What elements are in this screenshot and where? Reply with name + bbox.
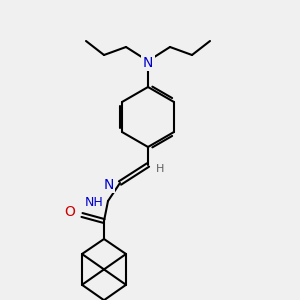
Text: N: N: [103, 178, 114, 192]
Text: N: N: [143, 56, 153, 70]
Text: NH: NH: [85, 196, 104, 209]
Text: O: O: [64, 205, 75, 219]
Text: H: H: [156, 164, 164, 174]
